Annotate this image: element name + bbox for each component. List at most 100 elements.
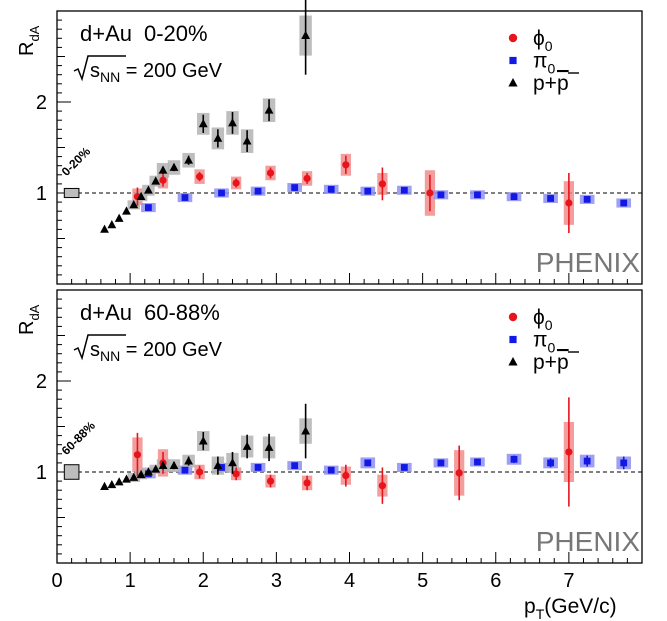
marker-p xyxy=(144,467,153,476)
marker-phi xyxy=(303,479,311,487)
sqrt-symbol xyxy=(73,55,126,82)
x-tick-label: 5 xyxy=(417,570,428,592)
legend-label-main: ϕ xyxy=(533,306,545,329)
panel-title: d+Au 60-88% xyxy=(80,300,220,325)
marker-phi xyxy=(455,469,463,477)
legend-label-overline: p xyxy=(557,351,569,374)
legend-label-overline: p xyxy=(557,72,569,95)
marker-pi xyxy=(291,184,299,191)
global-uncertainty-box xyxy=(63,187,80,199)
marker-p xyxy=(264,105,274,114)
marker-pi xyxy=(181,466,189,474)
y-axis-label-main: R xyxy=(16,42,38,56)
legend-marker-phi xyxy=(508,33,518,43)
marker-pi xyxy=(364,187,372,195)
marker-phi xyxy=(195,468,204,476)
marker-phi xyxy=(266,477,275,485)
legend-label-sub: 0 xyxy=(545,317,553,333)
x-axis-label-main: p xyxy=(524,595,536,618)
legend-label-main: ϕ xyxy=(533,27,545,50)
marker-p xyxy=(114,477,124,486)
marker-phi xyxy=(159,176,167,184)
marker-phi xyxy=(342,472,350,480)
marker-pi xyxy=(181,194,189,201)
marker-p xyxy=(301,426,311,435)
marker-p xyxy=(114,213,124,222)
x-tick-label: 1 xyxy=(125,570,136,592)
legend-label-sub: 0 xyxy=(548,61,556,77)
marker-p xyxy=(122,206,131,215)
marker-phi xyxy=(426,189,434,197)
marker-phi xyxy=(232,470,240,478)
energy-label: sNN = 200 GeV xyxy=(90,60,223,85)
energy-label-s: s xyxy=(90,339,100,361)
marker-p xyxy=(144,185,153,194)
energy-label-value: = 200 GeV xyxy=(120,60,222,82)
marker-p xyxy=(213,133,223,142)
legend-marker-phi xyxy=(508,312,518,322)
marker-pi xyxy=(437,191,445,199)
marker-pi xyxy=(364,459,372,467)
marker-p xyxy=(184,155,194,164)
marker-p xyxy=(228,458,237,467)
y-axis-label-sub: dA xyxy=(27,25,42,41)
sqrt-symbol xyxy=(73,334,126,361)
legend-label-pi: π0 xyxy=(533,329,556,356)
marker-p xyxy=(151,464,161,473)
phenix-logo-text: PHENIX xyxy=(536,526,641,557)
marker-pi xyxy=(547,195,554,202)
marker-pi xyxy=(620,199,628,207)
plot-frame xyxy=(56,10,643,285)
marker-pi xyxy=(547,459,554,467)
marker-p xyxy=(107,479,117,489)
marker-phi xyxy=(565,199,573,207)
energy-label: sNN = 200 GeV xyxy=(90,339,223,364)
marker-p xyxy=(213,460,223,470)
marker-phi xyxy=(378,482,387,490)
x-axis-label: pT(GeV/c) xyxy=(524,595,617,621)
marker-p xyxy=(136,191,146,201)
legend-label-main: π xyxy=(533,329,548,352)
global-uncertainty-box xyxy=(63,464,80,480)
energy-label-s: s xyxy=(90,60,100,82)
panel-title-system: d+Au xyxy=(80,21,132,46)
x-axis-label-unit: (GeV/c) xyxy=(544,595,616,618)
panel-title-centrality: 0-20% xyxy=(144,21,208,46)
panel-title-centrality: 60-88% xyxy=(144,300,220,325)
y-tick-label: 2 xyxy=(36,371,47,393)
marker-pi xyxy=(254,187,262,195)
marker-pi xyxy=(583,457,591,465)
global-uncertainty-label: 60-88% xyxy=(59,418,98,457)
energy-label-value: = 200 GeV xyxy=(120,339,222,361)
marker-p xyxy=(107,220,117,229)
legend-label-phi: ϕ0 xyxy=(533,306,553,333)
marker-pi xyxy=(474,458,481,466)
marker-p xyxy=(122,474,131,483)
marker-phi xyxy=(342,161,350,169)
panel-title: d+Au 0-20% xyxy=(80,21,208,46)
marker-p xyxy=(100,224,109,233)
y-axis-label-sub: dA xyxy=(27,304,42,320)
marker-pi xyxy=(510,193,518,201)
marker-pi xyxy=(583,195,591,203)
global-uncertainty-label: 0-20% xyxy=(59,144,94,179)
marker-pi xyxy=(254,464,262,471)
marker-pi xyxy=(437,459,445,467)
energy-label-sub: NN xyxy=(100,348,120,364)
x-tick-label: 7 xyxy=(563,570,574,592)
legend-marker-p xyxy=(508,78,518,87)
marker-p xyxy=(184,456,194,465)
legend-label-main: p+ xyxy=(533,351,557,374)
x-tick-label: 0 xyxy=(51,570,62,592)
legend-label-pi: π0 xyxy=(533,50,556,77)
marker-p xyxy=(169,460,179,470)
marker-p xyxy=(198,119,208,128)
x-tick-label: 4 xyxy=(344,570,355,592)
legend-label-sub: 0 xyxy=(545,38,553,54)
marker-pi xyxy=(474,191,481,199)
marker-pi xyxy=(620,459,628,467)
panel-title-system: d+Au xyxy=(80,300,132,325)
marker-p xyxy=(242,136,252,145)
